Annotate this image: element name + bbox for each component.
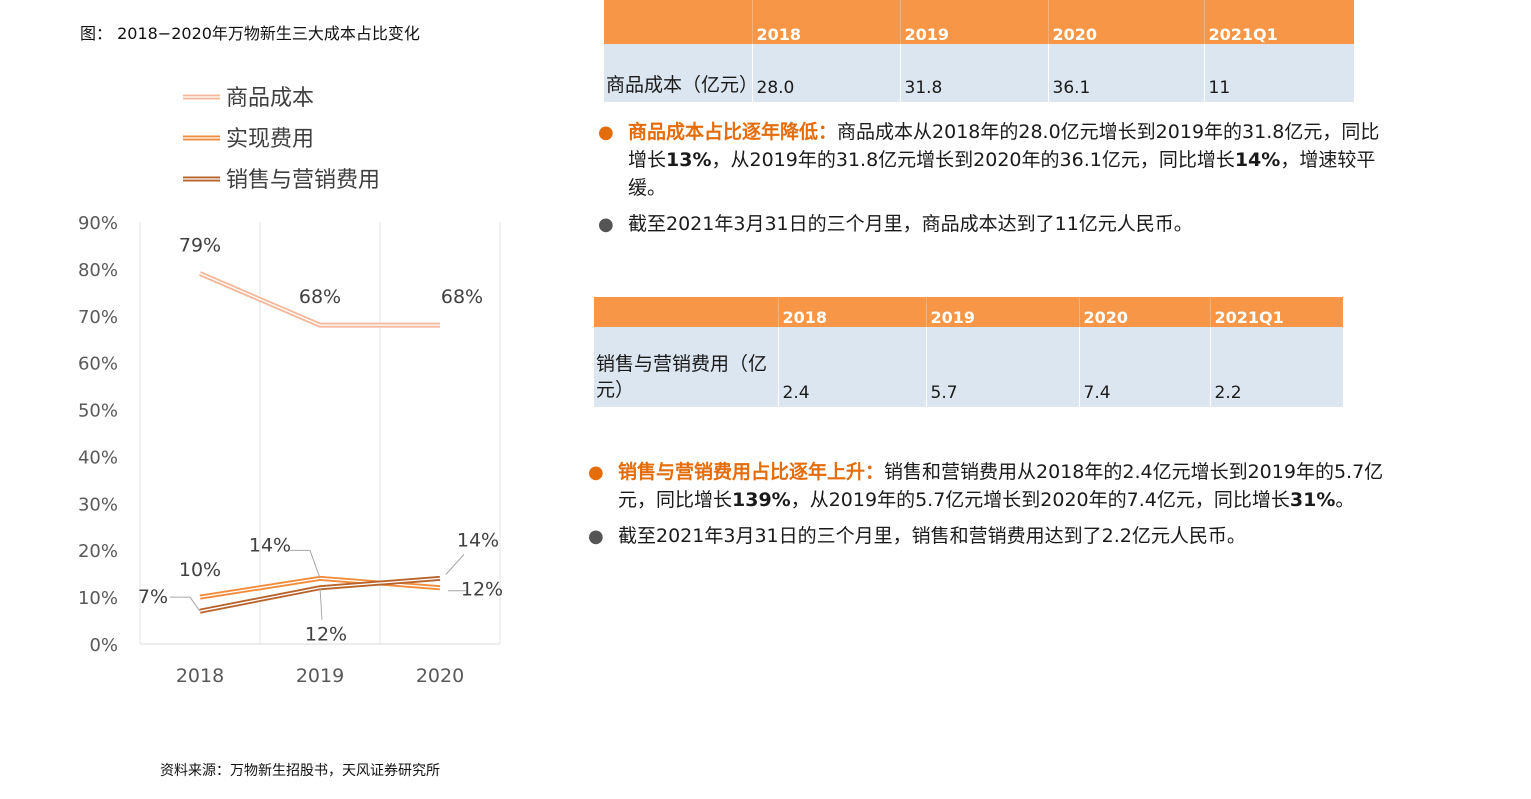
list-item: ● 截至2021年3月31日的三个月里，销售和营销费用达到了2.2亿元人民币。 — [586, 522, 1396, 550]
data-label-leader — [290, 549, 321, 579]
legend-label: 商品成本 — [226, 86, 314, 111]
table-cell: 2.2 — [1209, 327, 1343, 407]
table-header-row: 2018 2019 2020 2021Q1 — [594, 297, 1343, 327]
source-note: 资料来源：万物新生招股书，天风证券研究所 — [160, 763, 440, 779]
bullet-dot-icon: ● — [598, 122, 614, 143]
y-tick-label: 60% — [78, 354, 118, 375]
table-header-cell: 2018 — [751, 0, 900, 44]
data-label: 14% — [457, 529, 499, 551]
cost-ratio-line-chart: 0% 10% 20% 30% 40% 50% 60% 70% 80% 90% 2018 2019 202… — [78, 86, 503, 687]
row-label: 商品成本（亿元） — [604, 44, 758, 102]
legend-label: 实现费用 — [226, 127, 314, 152]
figure-title: 图： 2018−2020年万物新生三大成本占比变化 — [80, 24, 420, 43]
y-tick-label: 50% — [78, 401, 118, 422]
bullet-text: 销售和营销费用从2018年的2.4亿元增长到2019年的5.7亿元，同比增长 — [618, 461, 1384, 511]
data-label-leader — [170, 596, 201, 612]
legend-label: 销售与营销费用 — [226, 168, 380, 193]
y-tick-label: 30% — [78, 494, 118, 515]
table-cell: 7.4 — [1078, 327, 1210, 407]
bullet-text: ，从2019年的5.7亿元增长到2020年的7.4亿元，同比增长 — [790, 489, 1290, 511]
bullet-heading: 商品成本占比逐年降低： — [628, 121, 838, 143]
x-tick-label: 2020 — [416, 665, 464, 687]
bullet-bold: 13% — [666, 149, 712, 171]
data-label: 7% — [138, 586, 168, 608]
data-label: 12% — [461, 579, 503, 601]
table-row: 商品成本（亿元） 28.0 31.8 36.1 11 — [604, 44, 1354, 102]
bullet-bold: 31% — [1289, 489, 1336, 511]
data-label: 68% — [441, 286, 483, 308]
x-tick-label: 2018 — [176, 665, 224, 687]
data-label: 12% — [305, 624, 347, 646]
y-tick-label: 10% — [78, 588, 118, 609]
bullet-text: ，增速较平缓。 — [628, 149, 1376, 199]
bullet-bold: 139% — [732, 489, 791, 511]
data-label: 10% — [179, 559, 221, 581]
bullet-text: 。 — [1335, 489, 1355, 511]
bullet-dot-icon: ● — [588, 526, 604, 547]
table-row: 销售与营销费用（亿元） 2.4 5.7 7.4 2.2 — [594, 327, 1343, 407]
table-header-cell: 2018 — [777, 297, 926, 327]
sales-marketing-notes: ● 销售与营销费用占比逐年上升：销售和营销费用从2018年的2.4亿元增长到20… — [586, 458, 1396, 558]
table-cell: 31.8 — [899, 44, 1048, 102]
bullet-text: 截至2021年3月31日的三个月里，商品成本达到了11亿元人民币。 — [628, 213, 1193, 235]
y-tick-label: 90% — [78, 213, 118, 234]
y-tick-label: 80% — [78, 260, 118, 281]
table-header-cell — [594, 297, 778, 327]
goods-cost-notes: ● 商品成本占比逐年降低：商品成本从2018年的28.0亿元增长到2019年的3… — [596, 118, 1396, 246]
table-cell: 36.1 — [1047, 44, 1204, 102]
bullet-dot-icon: ● — [598, 214, 614, 235]
table-cell: 5.7 — [925, 327, 1079, 407]
y-tick-label: 20% — [78, 541, 118, 562]
series-line-inner-0 — [199, 272, 440, 326]
data-label-leader — [319, 587, 323, 620]
row-label: 销售与营销费用（亿元） — [594, 327, 778, 407]
table-cell: 28.0 — [751, 44, 900, 102]
bullet-text: 截至2021年3月31日的三个月里，销售和营销费用达到了2.2亿元人民币。 — [618, 525, 1246, 547]
table-header-cell: 2019 — [925, 297, 1079, 327]
bullet-text: ，从2019年的31.8亿元增长到2020年的36.1亿元，同比增长 — [711, 149, 1235, 171]
bullet-text: 商品成本从2018年的28.0亿元增长到2019年的31.8亿元，同比增长 — [628, 121, 1380, 171]
y-tick-label: 40% — [78, 447, 118, 468]
bullet-dot-icon: ● — [588, 462, 604, 483]
data-label: 14% — [249, 534, 291, 556]
table-header-cell: 2021Q1 — [1209, 297, 1343, 327]
table-cell: 11 — [1203, 44, 1354, 102]
bullet-bold: 14% — [1234, 149, 1281, 171]
x-tick-label: 2019 — [296, 665, 344, 687]
table-header-row: 2018 2019 2020 2021Q1 — [604, 0, 1354, 44]
table-header-cell: 2019 — [899, 0, 1048, 44]
goods-cost-table: 2018 2019 2020 2021Q1 商品成本（亿元） 28.0 31.8… — [604, 0, 1354, 102]
table-header-cell: 2020 — [1047, 0, 1204, 44]
list-item: ● 销售与营销费用占比逐年上升：销售和营销费用从2018年的2.4亿元增长到20… — [586, 458, 1396, 514]
table-header-cell: 2020 — [1078, 297, 1210, 327]
list-item: ● 截至2021年3月31日的三个月里，商品成本达到了11亿元人民币。 — [596, 210, 1396, 238]
list-item: ● 商品成本占比逐年降低：商品成本从2018年的28.0亿元增长到2019年的3… — [596, 118, 1396, 202]
y-tick-label: 0% — [89, 635, 118, 656]
bullet-heading: 销售与营销费用占比逐年上升： — [618, 461, 885, 483]
data-label: 68% — [299, 286, 341, 308]
table-header-cell: 2021Q1 — [1203, 0, 1354, 44]
y-tick-label: 70% — [78, 307, 118, 328]
sales-marketing-table: 2018 2019 2020 2021Q1 销售与营销费用（亿元） 2.4 5.… — [594, 297, 1343, 407]
data-label: 79% — [179, 235, 221, 257]
table-header-cell — [604, 0, 752, 44]
table-cell: 2.4 — [777, 327, 926, 407]
data-label-leader — [445, 554, 465, 575]
